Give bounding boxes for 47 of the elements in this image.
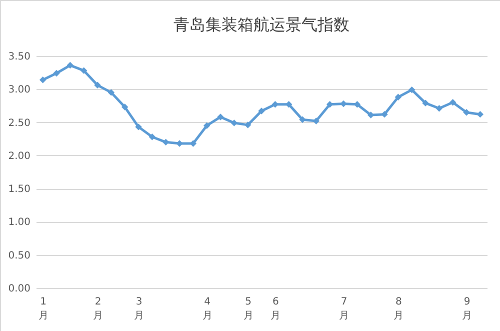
point xyxy=(80,67,88,74)
point xyxy=(463,108,470,116)
point xyxy=(203,122,210,129)
point xyxy=(408,86,416,94)
x-tick-label: 8月 xyxy=(394,296,404,322)
point xyxy=(312,118,320,124)
point xyxy=(176,140,183,147)
x-tick-label: 1月 xyxy=(38,296,48,322)
point xyxy=(436,105,443,112)
y-tick-label: 1.00 xyxy=(8,217,30,228)
x-tick-label: 3月 xyxy=(134,296,144,322)
y-tick-label: 0.00 xyxy=(8,284,30,294)
y-tick-label: 2.50 xyxy=(8,118,30,129)
y-tick-label: 3.00 xyxy=(8,84,30,96)
point xyxy=(190,140,197,147)
point xyxy=(367,112,374,118)
point xyxy=(162,138,170,146)
point xyxy=(299,116,306,123)
y-tick-label: 0.50 xyxy=(8,250,30,262)
point xyxy=(148,134,156,140)
x-tick-label: 2月 xyxy=(93,296,103,322)
point xyxy=(94,82,101,89)
y-tick-label: 3.50 xyxy=(8,52,30,62)
point xyxy=(108,89,115,96)
point xyxy=(217,114,224,120)
point xyxy=(135,124,142,130)
chart-title: 青岛集装箱航运景气指数 xyxy=(174,15,350,34)
point xyxy=(340,100,347,108)
point xyxy=(258,108,265,114)
x-tick-label: 6月 xyxy=(270,296,281,322)
point xyxy=(53,70,60,77)
point xyxy=(121,104,128,110)
point xyxy=(422,100,429,106)
x-tick-label: 5月 xyxy=(243,296,254,322)
point xyxy=(230,120,238,126)
point xyxy=(381,110,388,118)
y-tick-label: 2.00 xyxy=(8,150,30,162)
point xyxy=(394,94,402,100)
point xyxy=(476,110,484,118)
x-tick-label: 9月 xyxy=(462,296,472,322)
point xyxy=(66,62,74,69)
x-tick-label: 7月 xyxy=(339,296,349,322)
point xyxy=(39,76,46,84)
y-tick-label: 1.50 xyxy=(8,184,30,196)
point xyxy=(449,99,456,106)
x-tick-label: 4月 xyxy=(202,296,212,322)
point xyxy=(244,122,252,128)
